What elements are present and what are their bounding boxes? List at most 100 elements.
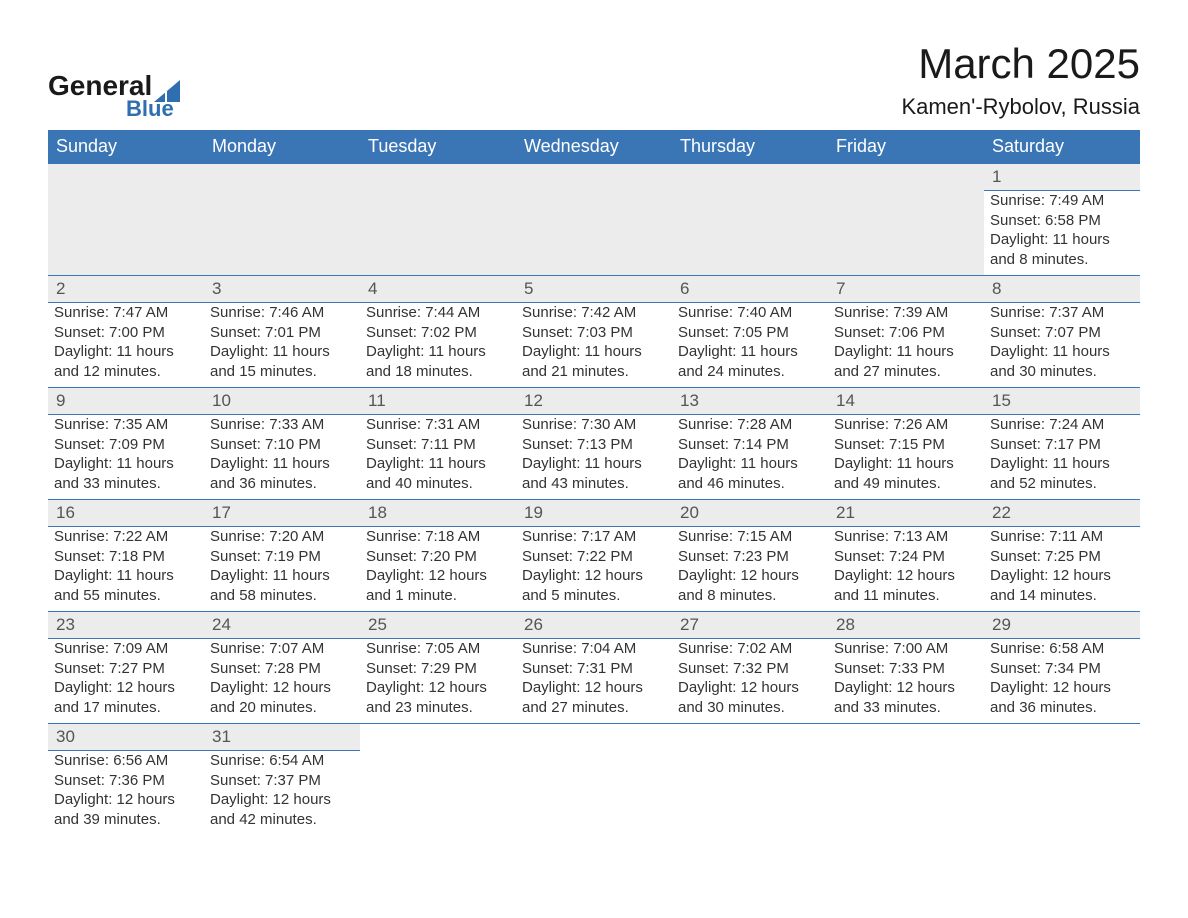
daylight-text-2: and 52 minutes. bbox=[990, 474, 1132, 494]
sunset-text: Sunset: 7:19 PM bbox=[210, 547, 352, 567]
week-detail-row: Sunrise: 7:49 AMSunset: 6:58 PMDaylight:… bbox=[48, 191, 1140, 276]
daylight-text-1: Daylight: 11 hours bbox=[54, 454, 196, 474]
day-cell bbox=[984, 751, 1140, 836]
day-number: 21 bbox=[828, 500, 984, 527]
day-cell: Sunrise: 7:30 AMSunset: 7:13 PMDaylight:… bbox=[516, 415, 672, 500]
sunset-text: Sunset: 7:01 PM bbox=[210, 323, 352, 343]
day-cell: Sunrise: 7:04 AMSunset: 7:31 PMDaylight:… bbox=[516, 639, 672, 724]
daylight-text-2: and 1 minute. bbox=[366, 586, 508, 606]
day-number-row: 16171819202122 bbox=[48, 500, 1140, 527]
day-cell: Sunrise: 7:24 AMSunset: 7:17 PMDaylight:… bbox=[984, 415, 1140, 500]
daylight-text-2: and 43 minutes. bbox=[522, 474, 664, 494]
daylight-text-1: Daylight: 11 hours bbox=[678, 342, 820, 362]
daylight-text-1: Daylight: 11 hours bbox=[678, 454, 820, 474]
daylight-text-1: Daylight: 12 hours bbox=[366, 566, 508, 586]
day-number: 28 bbox=[828, 612, 984, 639]
daylight-text-2: and 8 minutes. bbox=[678, 586, 820, 606]
daylight-text-2: and 39 minutes. bbox=[54, 810, 196, 830]
dow-header: Tuesday bbox=[360, 130, 516, 164]
logo-sub-text: Blue bbox=[126, 96, 180, 122]
day-cell: Sunrise: 7:05 AMSunset: 7:29 PMDaylight:… bbox=[360, 639, 516, 724]
sunset-text: Sunset: 7:07 PM bbox=[990, 323, 1132, 343]
dow-header: Wednesday bbox=[516, 130, 672, 164]
daylight-text-2: and 33 minutes. bbox=[54, 474, 196, 494]
daylight-text-2: and 33 minutes. bbox=[834, 698, 976, 718]
day-number: 3 bbox=[204, 276, 360, 303]
day-number: 13 bbox=[672, 388, 828, 415]
daylight-text-1: Daylight: 11 hours bbox=[990, 342, 1132, 362]
daylight-text-1: Daylight: 12 hours bbox=[210, 678, 352, 698]
day-number: 12 bbox=[516, 388, 672, 415]
day-cell bbox=[360, 191, 516, 276]
day-number: 4 bbox=[360, 276, 516, 303]
day-cell: Sunrise: 6:56 AMSunset: 7:36 PMDaylight:… bbox=[48, 751, 204, 836]
day-number bbox=[204, 164, 360, 191]
dow-header: Monday bbox=[204, 130, 360, 164]
page-title: March 2025 bbox=[901, 40, 1140, 88]
day-number: 15 bbox=[984, 388, 1140, 415]
day-cell: Sunrise: 7:00 AMSunset: 7:33 PMDaylight:… bbox=[828, 639, 984, 724]
daylight-text-2: and 55 minutes. bbox=[54, 586, 196, 606]
sunrise-text: Sunrise: 7:24 AM bbox=[990, 415, 1132, 435]
sunrise-text: Sunrise: 7:37 AM bbox=[990, 303, 1132, 323]
logo: General Blue bbox=[48, 70, 180, 122]
day-cell: Sunrise: 7:20 AMSunset: 7:19 PMDaylight:… bbox=[204, 527, 360, 612]
daylight-text-2: and 11 minutes. bbox=[834, 586, 976, 606]
sunset-text: Sunset: 7:28 PM bbox=[210, 659, 352, 679]
sunrise-text: Sunrise: 7:31 AM bbox=[366, 415, 508, 435]
day-cell bbox=[360, 751, 516, 836]
daylight-text-1: Daylight: 12 hours bbox=[834, 566, 976, 586]
daylight-text-1: Daylight: 11 hours bbox=[834, 342, 976, 362]
daylight-text-1: Daylight: 11 hours bbox=[990, 230, 1132, 250]
sunrise-text: Sunrise: 7:46 AM bbox=[210, 303, 352, 323]
sunrise-text: Sunrise: 7:42 AM bbox=[522, 303, 664, 323]
day-cell: Sunrise: 7:44 AMSunset: 7:02 PMDaylight:… bbox=[360, 303, 516, 388]
sunrise-text: Sunrise: 7:13 AM bbox=[834, 527, 976, 547]
sunset-text: Sunset: 7:17 PM bbox=[990, 435, 1132, 455]
daylight-text-2: and 15 minutes. bbox=[210, 362, 352, 382]
sunrise-text: Sunrise: 7:15 AM bbox=[678, 527, 820, 547]
location: Kamen'-Rybolov, Russia bbox=[901, 94, 1140, 120]
day-number bbox=[516, 724, 672, 751]
sunset-text: Sunset: 7:15 PM bbox=[834, 435, 976, 455]
week-detail-row: Sunrise: 7:22 AMSunset: 7:18 PMDaylight:… bbox=[48, 527, 1140, 612]
sunrise-text: Sunrise: 7:02 AM bbox=[678, 639, 820, 659]
week-detail-row: Sunrise: 7:47 AMSunset: 7:00 PMDaylight:… bbox=[48, 303, 1140, 388]
sunrise-text: Sunrise: 7:20 AM bbox=[210, 527, 352, 547]
sunset-text: Sunset: 7:27 PM bbox=[54, 659, 196, 679]
sunset-text: Sunset: 7:25 PM bbox=[990, 547, 1132, 567]
calendar-body: 1 Sunrise: 7:49 AMSunset: 6:58 PMDayligh… bbox=[48, 164, 1140, 836]
day-number bbox=[828, 724, 984, 751]
sunrise-text: Sunrise: 7:07 AM bbox=[210, 639, 352, 659]
dow-header: Friday bbox=[828, 130, 984, 164]
day-cell: Sunrise: 7:02 AMSunset: 7:32 PMDaylight:… bbox=[672, 639, 828, 724]
day-number: 24 bbox=[204, 612, 360, 639]
daylight-text-2: and 12 minutes. bbox=[54, 362, 196, 382]
day-number: 29 bbox=[984, 612, 1140, 639]
day-cell: Sunrise: 6:58 AMSunset: 7:34 PMDaylight:… bbox=[984, 639, 1140, 724]
day-number: 9 bbox=[48, 388, 204, 415]
sunset-text: Sunset: 7:18 PM bbox=[54, 547, 196, 567]
daylight-text-1: Daylight: 11 hours bbox=[210, 342, 352, 362]
daylight-text-2: and 49 minutes. bbox=[834, 474, 976, 494]
daylight-text-1: Daylight: 12 hours bbox=[678, 566, 820, 586]
day-number: 26 bbox=[516, 612, 672, 639]
sunset-text: Sunset: 7:03 PM bbox=[522, 323, 664, 343]
sunset-text: Sunset: 7:14 PM bbox=[678, 435, 820, 455]
sunrise-text: Sunrise: 7:44 AM bbox=[366, 303, 508, 323]
sunrise-text: Sunrise: 7:11 AM bbox=[990, 527, 1132, 547]
sunset-text: Sunset: 7:02 PM bbox=[366, 323, 508, 343]
daylight-text-2: and 23 minutes. bbox=[366, 698, 508, 718]
dow-header: Sunday bbox=[48, 130, 204, 164]
day-number: 8 bbox=[984, 276, 1140, 303]
day-number: 20 bbox=[672, 500, 828, 527]
sunset-text: Sunset: 7:23 PM bbox=[678, 547, 820, 567]
day-number bbox=[672, 724, 828, 751]
week-detail-row: Sunrise: 7:09 AMSunset: 7:27 PMDaylight:… bbox=[48, 639, 1140, 724]
daylight-text-1: Daylight: 12 hours bbox=[522, 678, 664, 698]
day-cell bbox=[828, 751, 984, 836]
daylight-text-2: and 40 minutes. bbox=[366, 474, 508, 494]
sunset-text: Sunset: 7:06 PM bbox=[834, 323, 976, 343]
sunrise-text: Sunrise: 7:49 AM bbox=[990, 191, 1132, 211]
sunrise-text: Sunrise: 7:39 AM bbox=[834, 303, 976, 323]
